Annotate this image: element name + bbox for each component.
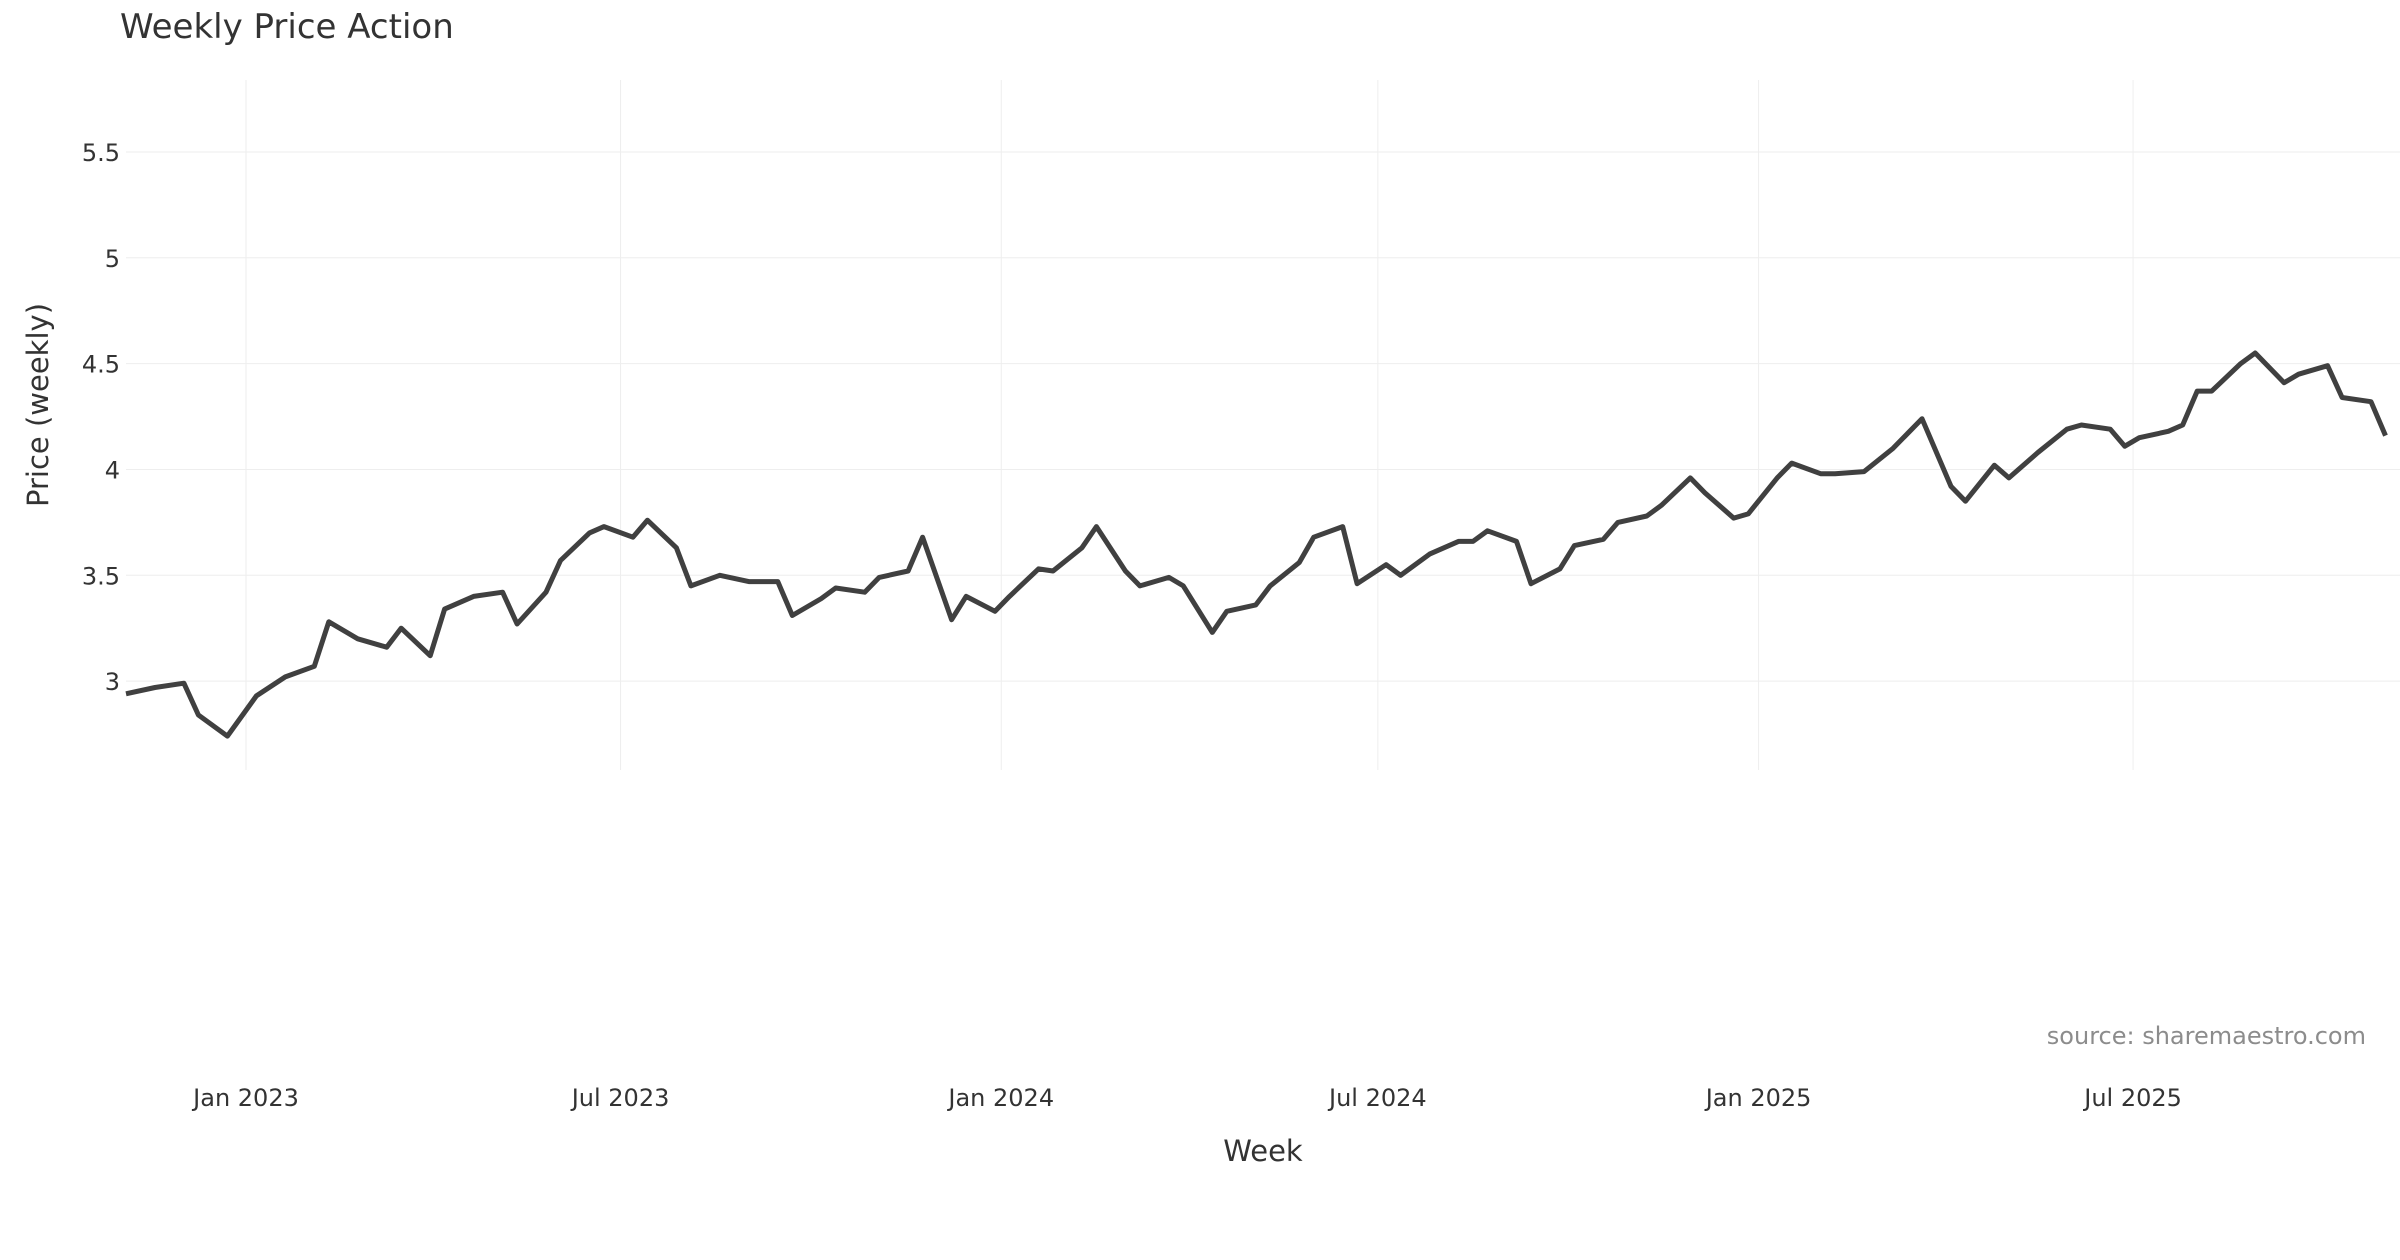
price-series (125, 350, 2388, 739)
x-axis-label: Week (1223, 1134, 1303, 1168)
x-tick: Jul 2024 (1327, 1084, 1427, 1112)
x-tick: Jan 2023 (191, 1084, 299, 1112)
x-tick: Jul 2023 (570, 1084, 670, 1112)
source-credit: source: sharemaestro.com (2047, 1022, 2366, 1050)
x-tick: Jan 2024 (946, 1084, 1054, 1112)
chart-title: Weekly Price Action (120, 7, 454, 47)
price-y-tick: 5 (105, 245, 120, 273)
price-y-axis-label: Price (weekly) (21, 303, 55, 507)
price-y-tick: 4.5 (82, 351, 120, 379)
price-panel: 3 3.5 4 4.5 5 5.5 Price (weekly) (21, 80, 2400, 770)
x-tick: Jan 2025 (1704, 1084, 1812, 1112)
price-gridlines (126, 80, 2400, 770)
x-tick: Jul 2025 (2082, 1084, 2182, 1112)
price-y-tick: 3 (105, 668, 120, 696)
price-y-tick: 4 (105, 456, 120, 484)
weekly-close-line (125, 350, 2388, 739)
x-tick-labels: Jan 2023 Jul 2023 Jan 2024 Jul 2024 Jan 2025… (191, 1084, 2182, 1112)
price-y-tick-labels: 3 3.5 4 4.5 5 5.5 (82, 139, 120, 696)
price-y-tick: 3.5 (82, 562, 120, 590)
mrs-panel: source: sharemaestro.com (2047, 1022, 2366, 1050)
price-y-tick: 5.5 (82, 139, 120, 167)
